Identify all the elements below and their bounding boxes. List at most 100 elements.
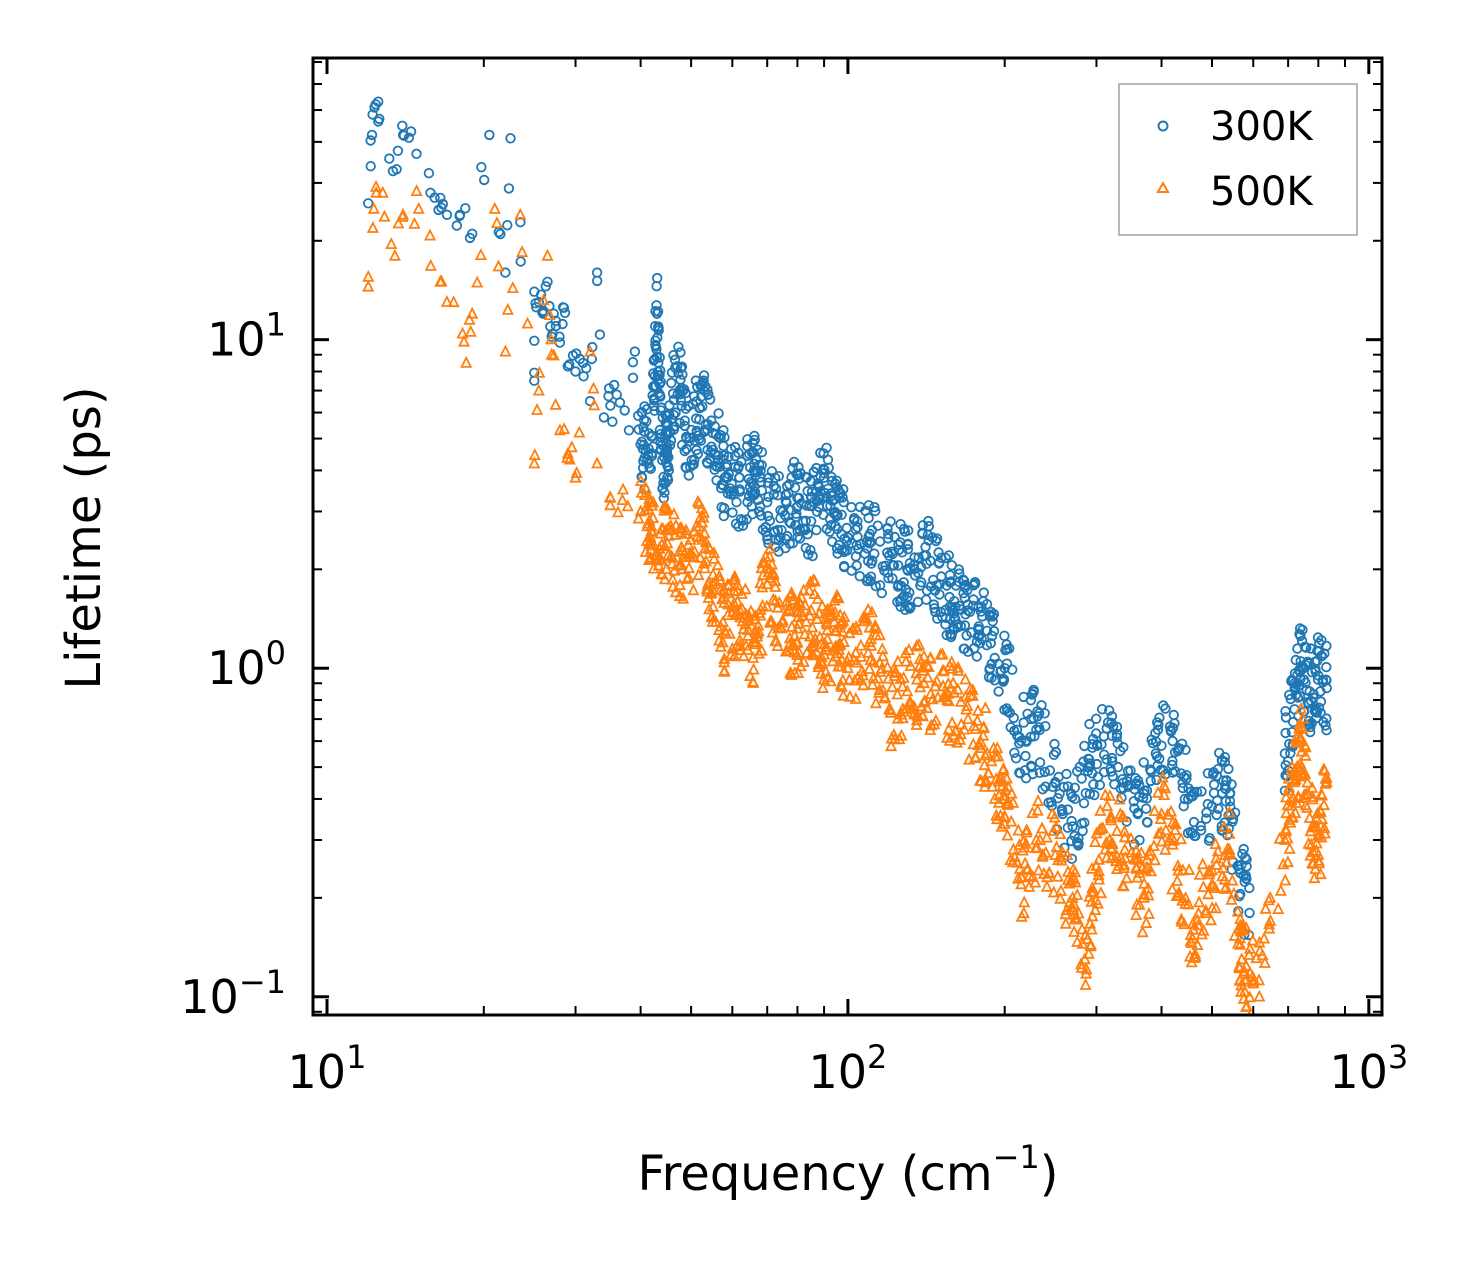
data-point-500k	[1318, 763, 1331, 776]
data-point-300k	[905, 562, 916, 574]
data-point-500k	[1109, 854, 1123, 867]
data-point-500k	[862, 645, 875, 658]
data-point-500k	[1167, 815, 1180, 828]
data-point-500k	[1209, 881, 1222, 893]
data-point-300k	[637, 443, 649, 455]
data-point-500k	[499, 344, 512, 357]
data-point-300k	[852, 522, 863, 533]
data-point-500k	[781, 604, 794, 617]
data-point-500k	[921, 670, 934, 683]
data-point-500k	[696, 532, 709, 545]
x-tick-label: 101	[288, 1038, 367, 1099]
data-point-300k	[500, 267, 511, 278]
data-point-500k	[850, 623, 864, 635]
data-point-300k	[744, 448, 755, 460]
data-point-300k	[557, 318, 568, 330]
data-point-500k	[668, 563, 681, 576]
data-point-300k	[1181, 773, 1192, 784]
data-point-500k	[797, 583, 810, 596]
data-point-300k	[464, 232, 476, 244]
data-point-500k	[728, 649, 741, 662]
data-point-500k	[1015, 870, 1028, 883]
data-point-300k	[654, 352, 665, 363]
data-point-500k	[1061, 848, 1074, 861]
data-point-300k	[646, 450, 658, 462]
data-point-500k	[914, 680, 927, 693]
data-point-500k	[834, 617, 847, 629]
data-point-500k	[847, 653, 860, 666]
data-point-300k	[670, 362, 681, 373]
data-point-500k	[752, 646, 766, 659]
data-point-500k	[737, 649, 750, 662]
data-point-500k	[825, 607, 838, 620]
data-point-500k	[1176, 893, 1189, 906]
data-point-500k	[816, 681, 829, 693]
data-point-300k	[1066, 815, 1077, 827]
data-point-500k	[739, 638, 753, 651]
data-point-300k	[437, 198, 449, 210]
data-point-300k	[1107, 771, 1119, 782]
data-point-500k	[992, 795, 1005, 808]
data-point-500k	[1299, 766, 1312, 779]
data-point-500k	[876, 649, 889, 662]
data-point-300k	[1118, 742, 1129, 753]
data-point-500k	[1005, 814, 1018, 827]
data-point-300k	[831, 509, 842, 520]
data-point-300k	[734, 486, 746, 497]
data-point-500k	[918, 694, 931, 706]
data-point-500k	[982, 766, 995, 778]
data-point-500k	[447, 295, 460, 308]
data-point-500k	[1236, 918, 1249, 931]
x-tick-label: 103	[1329, 1038, 1408, 1099]
data-point-300k	[1007, 664, 1018, 675]
data-point-500k	[1165, 804, 1178, 817]
data-point-500k	[728, 596, 741, 609]
data-point-500k	[951, 663, 965, 676]
data-point-300k	[1280, 706, 1291, 717]
data-point-300k	[782, 530, 793, 542]
data-point-300k	[916, 577, 927, 588]
data-point-500k	[1274, 883, 1287, 896]
data-point-500k	[1209, 837, 1222, 849]
data-point-500k	[1256, 948, 1269, 961]
data-point-300k	[515, 256, 526, 267]
data-point-500k	[1294, 759, 1308, 772]
data-point-300k	[1036, 700, 1047, 711]
data-point-300k	[529, 335, 540, 347]
data-point-500k	[931, 690, 944, 703]
data-point-300k	[936, 552, 947, 564]
data-point-500k	[1283, 813, 1296, 825]
data-point-300k	[940, 552, 951, 564]
data-point-500k	[528, 456, 541, 469]
data-point-500k	[1220, 855, 1233, 868]
data-point-500k	[1294, 701, 1308, 714]
data-point-500k	[1040, 879, 1053, 892]
data-point-500k	[698, 526, 711, 539]
data-point-300k	[665, 426, 676, 438]
data-point-500k	[959, 672, 972, 685]
data-point-500k	[942, 694, 955, 707]
data-point-300k	[805, 545, 816, 556]
data-point-500k	[766, 567, 779, 580]
data-point-300k	[1134, 834, 1145, 846]
data-point-500k	[673, 578, 687, 591]
data-point-300k	[1132, 807, 1144, 818]
data-point-500k	[666, 572, 679, 585]
data-point-300k	[689, 391, 700, 402]
data-point-500k	[1130, 908, 1143, 920]
data-point-300k	[989, 652, 1000, 664]
data-point-300k	[896, 580, 907, 592]
data-point-500k	[516, 245, 529, 258]
data-point-500k	[376, 185, 389, 198]
data-point-500k	[1001, 828, 1014, 841]
data-point-300k	[1073, 838, 1084, 849]
data-point-500k	[388, 248, 401, 261]
data-point-500k	[1166, 882, 1179, 895]
data-point-500k	[682, 561, 696, 574]
data-point-500k	[756, 598, 769, 611]
data-point-500k	[1068, 925, 1081, 937]
data-point-300k	[692, 448, 704, 460]
data-point-500k	[1059, 916, 1072, 929]
data-point-500k	[1228, 929, 1241, 941]
data-point-500k	[645, 494, 658, 507]
